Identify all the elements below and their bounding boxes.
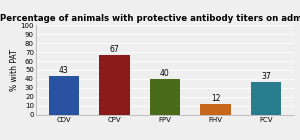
Text: 37: 37 [261, 72, 271, 81]
Title: Percentage of animals with protective antibody titers on admission: Percentage of animals with protective an… [0, 14, 300, 23]
Bar [99, 55, 130, 115]
Text: 67: 67 [110, 45, 119, 54]
Y-axis label: % with PAT: % with PAT [10, 49, 19, 91]
Text: 43: 43 [59, 66, 69, 75]
Bar [49, 76, 79, 115]
Bar [251, 82, 281, 115]
Bar [150, 79, 180, 115]
Text: 40: 40 [160, 69, 170, 78]
Text: 12: 12 [211, 94, 220, 103]
Bar [200, 104, 231, 115]
